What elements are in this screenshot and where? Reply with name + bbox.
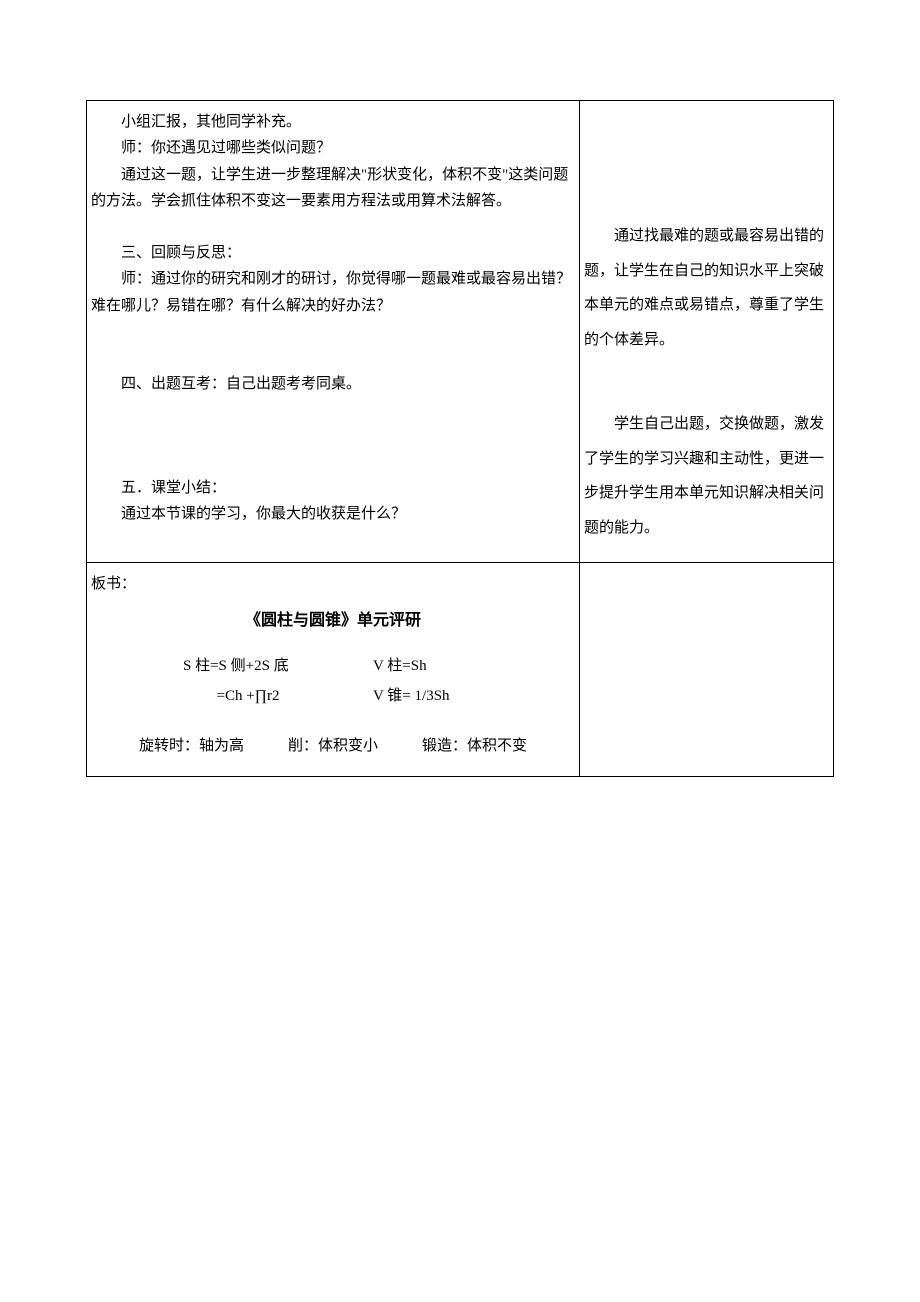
- formula-row-1: S 柱=S 侧+2S 底 V 柱=Sh: [91, 653, 575, 679]
- rotation-note: 旋转时：轴为高: [139, 733, 244, 759]
- right-block-1: 通过找最难的题或最容易出错的题，让学生在自己的知识水平上突破本单元的难点或易错点…: [584, 219, 829, 357]
- board-right-empty-cell: [580, 562, 834, 776]
- board-row: 板书： 《圆柱与圆锥》单元评研 S 柱=S 侧+2S 底 V 柱=Sh =Ch …: [87, 562, 834, 776]
- teaching-process-cell: 小组汇报，其他同学补充。 师：你还遇见过哪些类似问题？ 通过这一题，让学生进一步…: [87, 101, 580, 563]
- surface-area-expand: =Ch +∏r2: [183, 683, 313, 709]
- section-3-content: 师：通过你的研究和刚才的研讨，你觉得哪一题最难或最容易出错？难在哪儿？易错在哪？…: [91, 266, 575, 319]
- lesson-plan-table: 小组汇报，其他同学补充。 师：你还遇见过哪些类似问题？ 通过这一题，让学生进一步…: [86, 100, 834, 777]
- method-summary-text: 通过这一题，让学生进一步整理解决"形状变化，体积不变"这类问题的方法。学会抓住体…: [91, 162, 575, 215]
- formula-row-2: =Ch +∏r2 V 锥= 1/3Sh: [91, 683, 575, 709]
- spacer: [91, 345, 575, 371]
- cone-volume-formula: V 锥= 1/3Sh: [373, 683, 483, 709]
- spacer: [91, 214, 575, 240]
- spacer: [91, 449, 575, 475]
- section-3-title: 三、回顾与反思：: [91, 240, 575, 266]
- content-row: 小组汇报，其他同学补充。 师：你还遇见过哪些类似问题？ 通过这一题，让学生进一步…: [87, 101, 834, 563]
- design-intent-1: 通过找最难的题或最容易出错的题，让学生在自己的知识水平上突破本单元的难点或易错点…: [584, 219, 829, 357]
- section-5-content: 通过本节课的学习，你最大的收获是什么？: [91, 501, 575, 527]
- design-intent-2: 学生自己出题，交换做题，激发了学生的学习兴趣和主动性，更进一步提升学生用本单元知…: [584, 407, 829, 545]
- board-bottom-row: 旋转时：轴为高 削：体积变小 锻造：体积不变: [91, 733, 575, 759]
- spacer: [91, 423, 575, 449]
- teacher-question-text: 师：你还遇见过哪些类似问题？: [91, 135, 575, 161]
- spacer: [91, 528, 575, 554]
- board-cell: 板书： 《圆柱与圆锥》单元评研 S 柱=S 侧+2S 底 V 柱=Sh =Ch …: [87, 562, 580, 776]
- spacer: [91, 319, 575, 345]
- cylinder-volume-formula: V 柱=Sh: [373, 653, 483, 679]
- design-intent-cell: 通过找最难的题或最容易出错的题，让学生在自己的知识水平上突破本单元的难点或易错点…: [580, 101, 834, 563]
- forge-note: 锻造：体积不变: [422, 733, 527, 759]
- board-title: 《圆柱与圆锥》单元评研: [91, 607, 575, 635]
- section-5-title: 五．课堂小结：: [91, 475, 575, 501]
- right-block-2: 学生自己出题，交换做题，激发了学生的学习兴趣和主动性，更进一步提升学生用本单元知…: [584, 407, 829, 545]
- cut-note: 削：体积变小: [288, 733, 378, 759]
- surface-area-formula: S 柱=S 侧+2S 底: [183, 653, 313, 679]
- spacer: [91, 397, 575, 423]
- group-report-text: 小组汇报，其他同学补充。: [91, 109, 575, 135]
- board-label: 板书：: [91, 571, 575, 597]
- section-4-title: 四、出题互考：自己出题考考同桌。: [91, 371, 575, 397]
